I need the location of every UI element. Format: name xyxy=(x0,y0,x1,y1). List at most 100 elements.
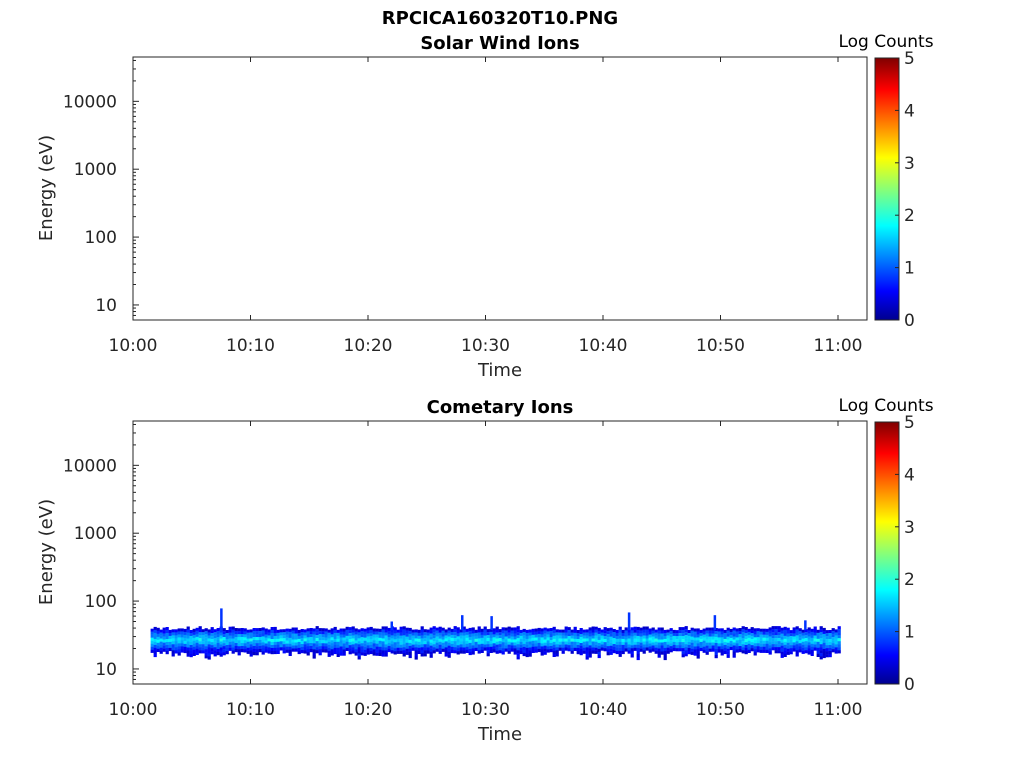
heatmap-cell xyxy=(339,628,343,632)
heatmap-cell xyxy=(711,645,715,649)
heatmap-cell xyxy=(564,638,568,642)
heatmap-cell xyxy=(792,636,796,640)
heatmap-cell xyxy=(588,648,592,652)
heatmap-cell xyxy=(471,648,475,652)
heatmap-cell xyxy=(522,637,526,642)
heatmap-cell xyxy=(777,629,781,633)
heatmap-cell xyxy=(393,642,397,646)
heatmap-cell xyxy=(189,633,193,637)
heatmap-cell xyxy=(546,643,550,647)
heatmap-cell xyxy=(339,652,343,656)
heatmap-cell xyxy=(756,628,760,632)
heatmap-cell xyxy=(750,633,754,637)
heatmap-cell xyxy=(675,648,679,652)
heatmap-cell xyxy=(693,646,697,650)
heatmap-cell xyxy=(453,641,457,645)
heatmap-cell xyxy=(372,637,376,641)
heatmap-cell xyxy=(678,633,682,637)
heatmap-cell xyxy=(435,630,439,634)
heatmap-cell xyxy=(237,640,241,644)
heatmap-cell xyxy=(411,647,415,651)
x-tick-label: 10:40 xyxy=(579,700,628,720)
heatmap-cell xyxy=(513,642,517,646)
heatmap-cell xyxy=(258,634,262,638)
heatmap-cell xyxy=(180,640,184,644)
heatmap-cell xyxy=(837,647,841,651)
heatmap-cell xyxy=(756,649,760,653)
heatmap-cell xyxy=(306,643,310,647)
heatmap-cell xyxy=(480,628,484,632)
heatmap-cell xyxy=(387,636,391,641)
heatmap-cell xyxy=(672,632,676,637)
heatmap-cell xyxy=(585,641,589,645)
heatmap-cell xyxy=(342,628,346,632)
heatmap-cell xyxy=(204,637,208,641)
heatmap-cell xyxy=(693,637,697,641)
heatmap-cell xyxy=(156,639,160,643)
heatmap-cell xyxy=(387,648,391,653)
y-tick-label: 10 xyxy=(95,660,117,680)
heatmap-cell xyxy=(804,647,808,651)
heatmap-cell xyxy=(318,640,322,644)
heatmap-cell xyxy=(825,630,829,634)
heatmap-cell xyxy=(555,635,559,639)
heatmap-cell xyxy=(618,638,622,642)
heatmap-cell xyxy=(477,632,481,636)
heatmap-cell xyxy=(468,648,472,653)
heatmap-cell xyxy=(714,649,718,653)
heatmap-cell xyxy=(648,646,652,650)
heatmap-cell xyxy=(258,640,262,644)
heatmap-cell xyxy=(279,635,283,639)
heatmap-cell xyxy=(240,640,244,644)
heatmap-cell xyxy=(288,652,292,656)
heatmap-cell xyxy=(609,630,613,634)
heatmap-cell xyxy=(399,632,403,636)
heatmap-cell xyxy=(414,629,418,633)
heatmap-cell xyxy=(315,629,319,633)
heatmap-cell xyxy=(273,650,277,655)
heatmap-cell xyxy=(291,633,295,637)
heatmap-cell xyxy=(288,646,292,650)
heatmap-cell xyxy=(765,634,769,638)
heatmap-cell xyxy=(252,646,256,650)
heatmap-cell xyxy=(675,642,679,646)
heatmap-cell xyxy=(720,631,724,635)
heatmap-cell xyxy=(459,632,463,636)
heatmap-cell xyxy=(201,650,205,654)
heatmap-cell xyxy=(519,641,523,646)
heatmap-cell xyxy=(282,644,286,648)
heatmap-cell xyxy=(558,638,562,642)
heatmap-cell xyxy=(369,635,373,640)
heatmap-cell xyxy=(285,640,289,644)
heatmap-cell xyxy=(351,635,355,639)
heatmap-cell xyxy=(597,654,601,659)
heatmap-cell xyxy=(441,639,445,643)
heatmap-cell xyxy=(438,635,442,639)
heatmap-cell xyxy=(330,643,334,647)
heatmap-cell xyxy=(606,649,610,653)
heatmap-cell xyxy=(240,637,244,641)
heatmap-cell xyxy=(801,647,805,651)
heatmap-cell xyxy=(561,629,565,633)
heatmap-cell xyxy=(627,647,631,651)
heatmap-cell xyxy=(813,647,817,651)
heatmap-cell xyxy=(513,648,517,652)
heatmap-cell xyxy=(579,643,583,647)
heatmap-cell xyxy=(675,633,679,637)
heatmap-cell xyxy=(699,629,703,634)
heatmap-cell xyxy=(522,640,526,645)
heatmap-cell xyxy=(762,640,766,644)
heatmap-cell xyxy=(204,652,208,656)
heatmap-cell xyxy=(288,649,292,653)
heatmap-cell xyxy=(471,627,475,631)
heatmap-cell xyxy=(531,643,535,647)
heatmap-cell xyxy=(699,632,703,637)
heatmap-cell xyxy=(555,647,559,651)
heatmap-cell xyxy=(711,642,715,646)
heatmap-cell xyxy=(387,633,391,638)
heatmap-cell xyxy=(588,627,592,631)
heatmap-cell xyxy=(732,633,736,637)
heatmap-cell xyxy=(777,632,781,636)
heatmap-cell xyxy=(669,634,673,638)
